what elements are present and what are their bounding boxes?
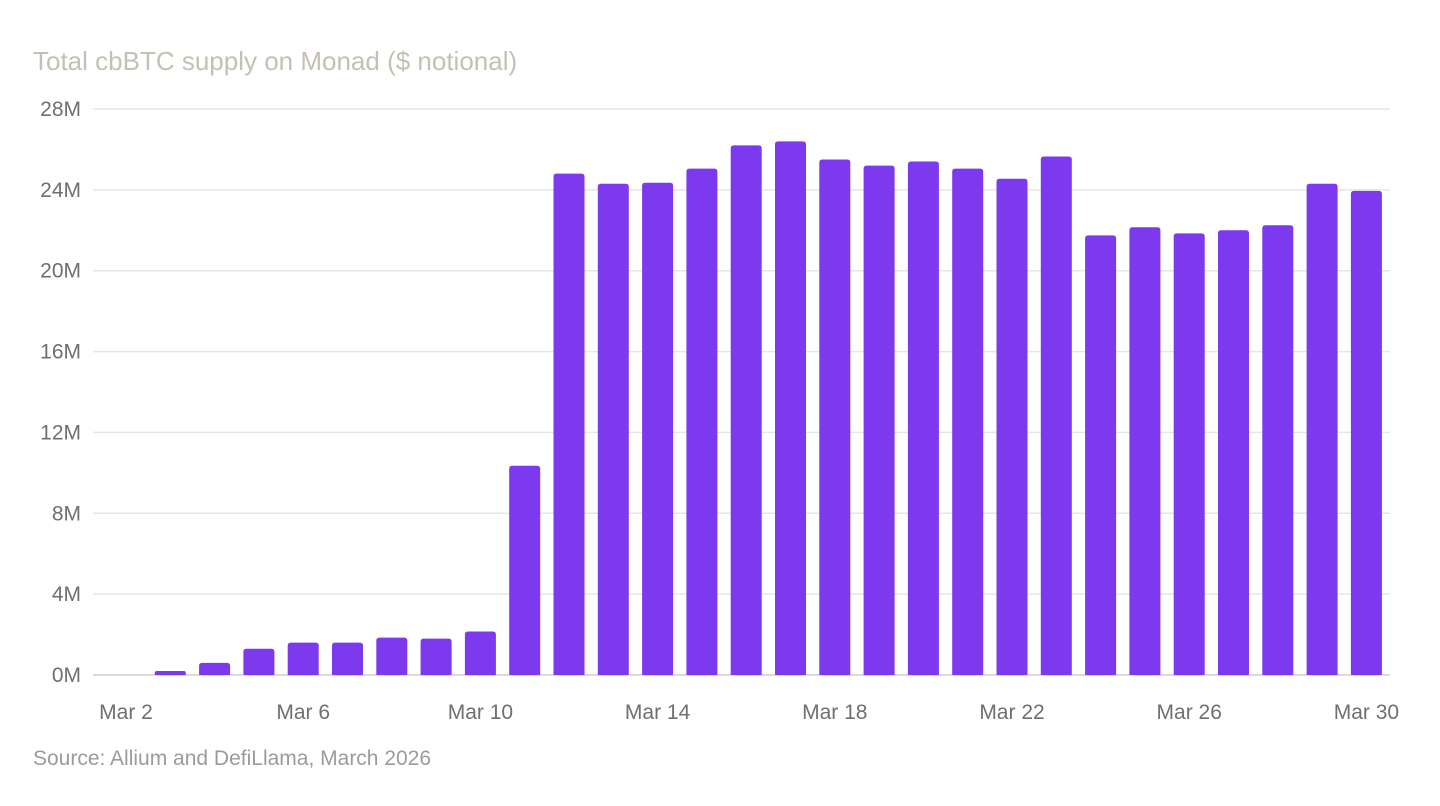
bar [464, 631, 496, 675]
y-tick-label: 20M [40, 260, 81, 283]
bar [952, 168, 984, 675]
x-tick-label: Mar 26 [1157, 701, 1222, 724]
x-tick-label: Mar 6 [276, 701, 330, 724]
bar [1129, 227, 1161, 675]
bar [642, 182, 674, 675]
y-tick-label: 4M [52, 583, 81, 606]
bar [1040, 156, 1072, 676]
bar [154, 670, 186, 675]
x-tick-label: Mar 18 [802, 701, 867, 724]
bar [819, 159, 851, 676]
bar [1085, 235, 1117, 675]
source-note: Source: Allium and DefiLlama, March 2026 [33, 747, 432, 770]
bar [863, 165, 895, 675]
bar [287, 642, 319, 675]
y-tick-label: 12M [40, 421, 81, 444]
y-tick-label: 8M [52, 502, 81, 525]
bar [597, 183, 629, 676]
y-tick-label: 24M [40, 179, 81, 202]
bar [775, 141, 806, 676]
y-tick-label: 28M [40, 98, 81, 121]
bar [553, 173, 585, 675]
bar [1306, 183, 1338, 676]
x-tick-label: Mar 22 [979, 701, 1044, 724]
y-axis-tick-labels: 0M 4M 8M 12M 16M 20M 24M 28M [40, 98, 81, 687]
bar [686, 168, 718, 675]
bar [199, 662, 231, 675]
bar [1262, 225, 1294, 675]
x-tick-label: Mar 30 [1334, 701, 1399, 724]
x-axis-tick-labels: Mar 2 Mar 6 Mar 10 Mar 14 Mar 18 Mar 22 Mar 26… [99, 701, 1399, 724]
bar [1218, 230, 1249, 676]
bars [154, 141, 1382, 676]
chart-title: Total cbBTC supply on Monad ($ notional) [33, 46, 518, 76]
bar [243, 648, 275, 675]
bar [420, 638, 452, 675]
bar [509, 465, 541, 675]
bar [376, 637, 408, 675]
y-tick-label: 16M [40, 341, 81, 364]
bar [1350, 190, 1382, 675]
x-tick-label: Mar 10 [448, 701, 513, 724]
bar [332, 642, 363, 675]
x-tick-label: Mar 14 [625, 701, 691, 724]
x-tick-label: Mar 2 [99, 701, 153, 724]
bar [1173, 233, 1205, 675]
y-tick-label: 0M [52, 664, 81, 687]
bar [907, 161, 939, 676]
bar [730, 145, 762, 675]
bar [996, 178, 1028, 675]
